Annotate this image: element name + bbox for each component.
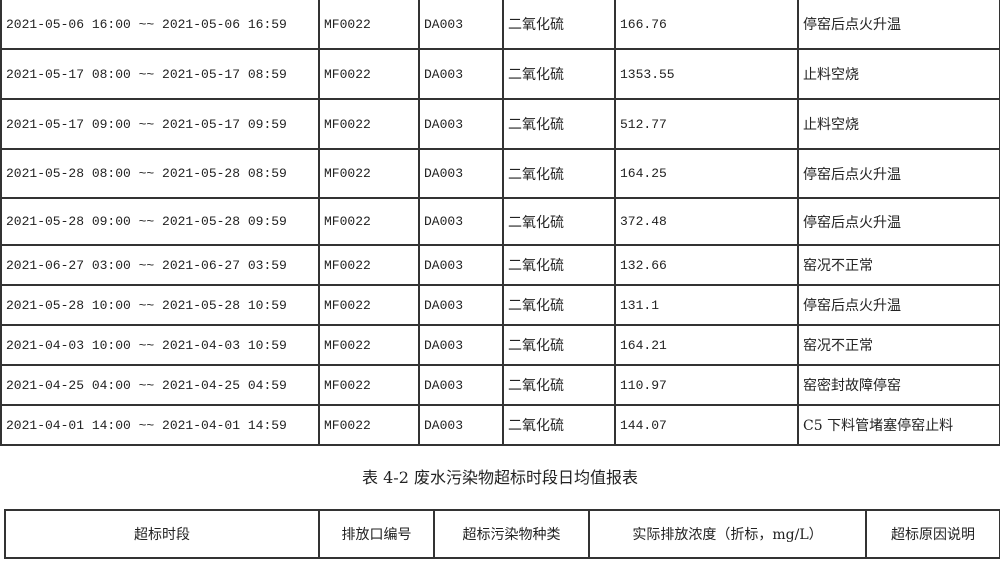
cell-period: 2021-06-27 03:00 ~~ 2021-06-27 03:59	[0, 244, 320, 286]
cell-pollutant: 二氧化硫	[502, 98, 616, 150]
cell-pollutant: 二氧化硫	[502, 197, 616, 246]
cell-outlet: DA003	[418, 48, 504, 100]
cell-reason: 停窑后点火升温	[797, 0, 1000, 50]
cell-reason: 停窑后点火升温	[797, 284, 1000, 326]
cell-period: 2021-05-17 08:00 ~~ 2021-05-17 08:59	[0, 48, 320, 100]
cell-pollutant: 二氧化硫	[502, 364, 616, 406]
cell-value: 372.48	[614, 197, 799, 246]
table-row: 2021-05-28 10:00 ~~ 2021-05-28 10:59 MF00…	[0, 284, 1000, 326]
cell-period: 2021-05-17 09:00 ~~ 2021-05-17 09:59	[0, 98, 320, 150]
cell-value: 512.77	[614, 98, 799, 150]
cell-reason: 止料空烧	[797, 48, 1000, 100]
cell-value: 132.66	[614, 244, 799, 286]
table-row: 2021-05-28 08:00 ~~ 2021-05-28 08:59 MF00…	[0, 148, 1000, 199]
cell-value: 164.21	[614, 324, 799, 366]
cell-period: 2021-05-06 16:00 ~~ 2021-05-06 16:59	[0, 0, 320, 50]
cell-company: MF0022	[318, 48, 420, 100]
table-row: 2021-05-28 09:00 ~~ 2021-05-28 09:59 MF00…	[0, 197, 1000, 246]
cell-period: 2021-04-25 04:00 ~~ 2021-04-25 04:59	[0, 364, 320, 406]
cell-period: 2021-05-28 08:00 ~~ 2021-05-28 08:59	[0, 148, 320, 199]
cell-value: 164.25	[614, 148, 799, 199]
cell-period: 2021-05-28 10:00 ~~ 2021-05-28 10:59	[0, 284, 320, 326]
cell-company: MF0022	[318, 404, 420, 446]
cell-value: 110.97	[614, 364, 799, 406]
header-cell: 超标原因说明	[865, 509, 1000, 559]
cell-reason: 窑况不正常	[797, 244, 1000, 286]
cell-outlet: DA003	[418, 148, 504, 199]
cell-company: MF0022	[318, 197, 420, 246]
table-row: 2021-05-06 16:00 ~~ 2021-05-06 16:59 MF00…	[0, 0, 1000, 50]
cell-outlet: DA003	[418, 98, 504, 150]
cell-pollutant: 二氧化硫	[502, 324, 616, 366]
table-row: 2021-04-03 10:00 ~~ 2021-04-03 10:59 MF00…	[0, 324, 1000, 366]
cell-pollutant: 二氧化硫	[502, 244, 616, 286]
table-row: 2021-05-17 08:00 ~~ 2021-05-17 08:59 MF00…	[0, 48, 1000, 100]
table-caption: 表 4-2 废水污染物超标时段日均值报表	[362, 468, 638, 487]
cell-company: MF0022	[318, 244, 420, 286]
cell-company: MF0022	[318, 148, 420, 199]
cell-reason: 窑况不正常	[797, 324, 1000, 366]
table-row: 2021-04-25 04:00 ~~ 2021-04-25 04:59 MF00…	[0, 364, 1000, 406]
cell-company: MF0022	[318, 284, 420, 326]
cell-pollutant: 二氧化硫	[502, 48, 616, 100]
cell-pollutant: 二氧化硫	[502, 148, 616, 199]
cell-pollutant: 二氧化硫	[502, 0, 616, 50]
cell-reason: 窑密封故障停窑	[797, 364, 1000, 406]
cell-value: 131.1	[614, 284, 799, 326]
header-cell: 排放口编号	[318, 509, 435, 559]
cell-period: 2021-04-01 14:00 ~~ 2021-04-01 14:59	[0, 404, 320, 446]
cell-reason: 停窑后点火升温	[797, 197, 1000, 246]
cell-company: MF0022	[318, 324, 420, 366]
cell-outlet: DA003	[418, 364, 504, 406]
table-row: 2021-06-27 03:00 ~~ 2021-06-27 03:59 MF00…	[0, 244, 1000, 286]
cell-outlet: DA003	[418, 0, 504, 50]
cell-value: 144.07	[614, 404, 799, 446]
cell-reason: 止料空烧	[797, 98, 1000, 150]
cell-value: 1353.55	[614, 48, 799, 100]
exceedance-table: 2021-05-06 16:00 ~~ 2021-05-06 16:59 MF00…	[0, 0, 1000, 446]
cell-pollutant: 二氧化硫	[502, 284, 616, 326]
wastewater-table: 超标时段 排放口编号 超标污染物种类 实际排放浓度（折标，mg/L） 超标原因说…	[4, 509, 1000, 559]
cell-pollutant: 二氧化硫	[502, 404, 616, 446]
cell-outlet: DA003	[418, 284, 504, 326]
cell-company: MF0022	[318, 98, 420, 150]
table-row: 2021-04-01 14:00 ~~ 2021-04-01 14:59 MF00…	[0, 404, 1000, 446]
cell-reason: C5 下料管堵塞停窑止料	[797, 404, 1000, 446]
header-cell: 实际排放浓度（折标，mg/L）	[588, 509, 867, 559]
header-row: 超标时段 排放口编号 超标污染物种类 实际排放浓度（折标，mg/L） 超标原因说…	[4, 509, 1000, 559]
cell-outlet: DA003	[418, 404, 504, 446]
cell-outlet: DA003	[418, 324, 504, 366]
cell-company: MF0022	[318, 0, 420, 50]
cell-value: 166.76	[614, 0, 799, 50]
cell-period: 2021-05-28 09:00 ~~ 2021-05-28 09:59	[0, 197, 320, 246]
cell-reason: 停窑后点火升温	[797, 148, 1000, 199]
cell-outlet: DA003	[418, 244, 504, 286]
cell-period: 2021-04-03 10:00 ~~ 2021-04-03 10:59	[0, 324, 320, 366]
cell-company: MF0022	[318, 364, 420, 406]
table-row: 2021-05-17 09:00 ~~ 2021-05-17 09:59 MF00…	[0, 98, 1000, 150]
header-cell: 超标时段	[4, 509, 320, 559]
cell-outlet: DA003	[418, 197, 504, 246]
header-cell: 超标污染物种类	[433, 509, 590, 559]
